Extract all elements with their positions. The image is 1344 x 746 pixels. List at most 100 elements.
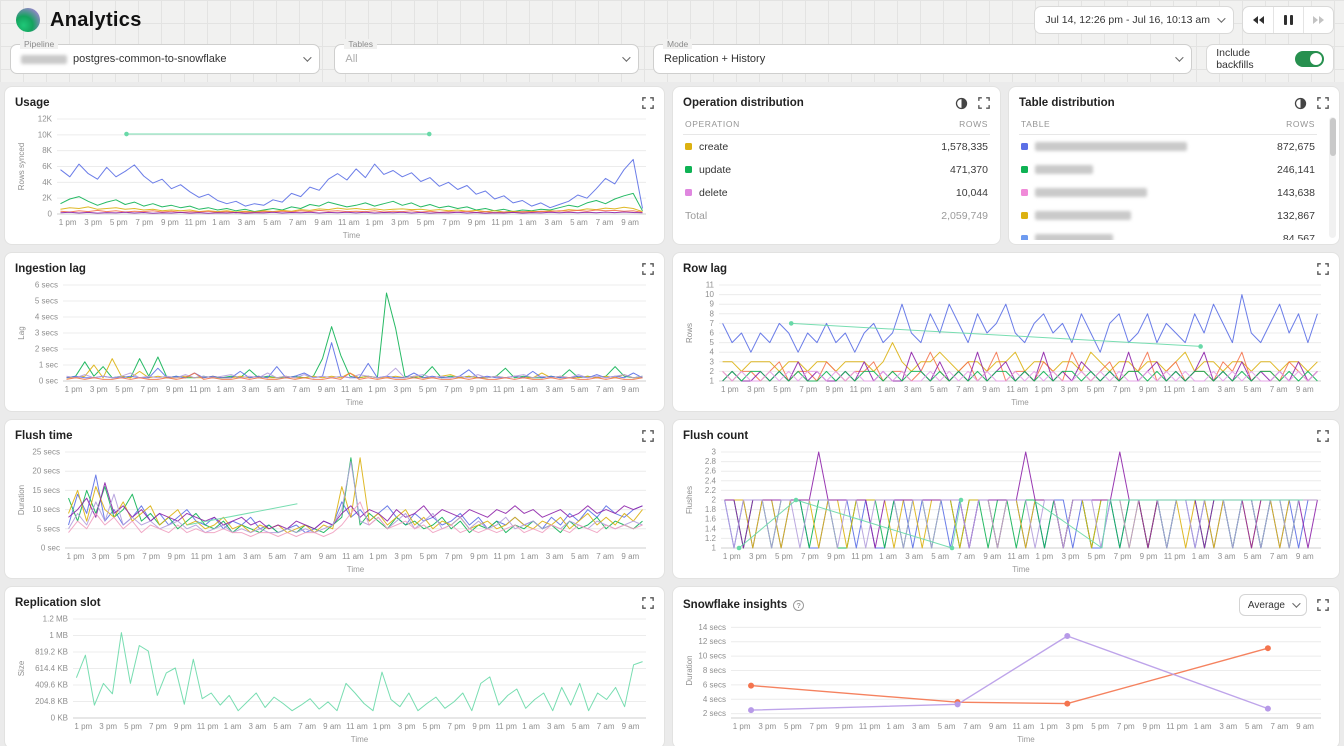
svg-text:1 pm: 1 pm: [373, 722, 391, 731]
usage-chart[interactable]: 0 2K 4K 6K 8K 10K 12K 1 pm 3 pm 5 pm 7 pm 9 pm 11 pm…: [15, 112, 654, 240]
expand-icon[interactable]: [978, 97, 990, 109]
ingestion-lag-chart[interactable]: 0 sec 1 sec 2 secs 3 secs 4 secs 5 secs 6 secs…: [15, 278, 654, 407]
replication-slot-chart[interactable]: 0 KB 204.8 KB 409.6 KB 614.4 KB 819.2 KB 1 MB…: [15, 612, 654, 744]
rewind-icon: [1252, 16, 1258, 24]
svg-text:5 pm: 5 pm: [1087, 385, 1105, 394]
help-icon[interactable]: ?: [793, 599, 805, 611]
svg-text:2K: 2K: [42, 194, 52, 203]
svg-text:Time: Time: [351, 735, 369, 744]
expand-icon[interactable]: [642, 597, 654, 609]
svg-text:4: 4: [710, 348, 715, 357]
svg-text:15 secs: 15 secs: [32, 486, 60, 495]
svg-text:9 pm: 9 pm: [166, 385, 184, 394]
tables-select[interactable]: Tables All: [334, 39, 640, 74]
svg-text:Rows: Rows: [685, 323, 694, 343]
filter-bar: Pipeline postgres-common-to-snowflake Ta…: [0, 39, 1344, 76]
svg-text:6 secs: 6 secs: [35, 281, 58, 290]
svg-text:3 pm: 3 pm: [758, 722, 776, 731]
svg-text:5 pm: 5 pm: [419, 385, 437, 394]
svg-text:0 sec: 0 sec: [39, 377, 58, 386]
svg-text:9 pm: 9 pm: [470, 552, 488, 561]
flush-time-chart[interactable]: 0 sec 5 secs 10 secs 15 secs 20 secs 25 secs 1…: [15, 445, 654, 574]
svg-text:9 am: 9 am: [1296, 722, 1314, 731]
column-header: TABLE: [1021, 119, 1051, 129]
svg-text:14 secs: 14 secs: [698, 623, 726, 632]
expand-icon[interactable]: [642, 97, 654, 109]
svg-text:7 am: 7 am: [596, 218, 614, 227]
svg-text:1 pm: 1 pm: [1035, 552, 1053, 561]
svg-text:7 am: 7 am: [1270, 385, 1288, 394]
panel-title: Snowflake insights: [683, 599, 788, 611]
svg-text:5 am: 5 am: [571, 385, 589, 394]
aggregate-select[interactable]: Average: [1238, 594, 1307, 616]
pause-button[interactable]: [1273, 7, 1303, 33]
svg-text:7 am: 7 am: [1270, 552, 1288, 561]
date-range-picker[interactable]: Jul 14, 12:26 pm - Jul 16, 10:13 am: [1034, 6, 1234, 34]
svg-text:9 pm: 9 pm: [1143, 722, 1161, 731]
svg-text:2.4: 2.4: [705, 476, 717, 485]
redacted-text: [21, 54, 67, 64]
mode-select[interactable]: Mode Replication + History: [653, 39, 1193, 74]
svg-text:7 am: 7 am: [292, 385, 310, 394]
svg-text:5 pm: 5 pm: [423, 722, 441, 731]
svg-text:1 pm: 1 pm: [1040, 722, 1058, 731]
expand-icon[interactable]: [1317, 599, 1329, 611]
pie-chart-icon[interactable]: [1294, 97, 1307, 110]
include-backfills-label: Include backfills: [1216, 47, 1254, 71]
svg-text:9: 9: [710, 300, 715, 309]
svg-text:3 pm: 3 pm: [1066, 722, 1084, 731]
series-color-swatch: [1021, 143, 1028, 150]
pipeline-label: Pipeline: [20, 39, 59, 50]
svg-text:0 KB: 0 KB: [51, 714, 68, 723]
svg-text:1 pm: 1 pm: [369, 552, 387, 561]
svg-text:1 am: 1 am: [879, 552, 897, 561]
expand-icon[interactable]: [1317, 97, 1329, 109]
rewind-button[interactable]: [1243, 7, 1273, 33]
svg-text:7 pm: 7 pm: [149, 722, 167, 731]
svg-text:1 pm: 1 pm: [368, 385, 386, 394]
svg-text:1 pm: 1 pm: [733, 722, 751, 731]
svg-text:1: 1: [710, 377, 715, 386]
svg-text:7 pm: 7 pm: [442, 218, 460, 227]
svg-text:9 am: 9 am: [314, 218, 332, 227]
svg-text:614.4 KB: 614.4 KB: [35, 664, 68, 673]
include-backfills-toggle[interactable]: [1295, 51, 1324, 67]
total-label: Total: [685, 209, 708, 222]
page-title: Analytics: [50, 8, 142, 31]
svg-text:3 am: 3 am: [243, 552, 261, 561]
svg-text:1 am: 1 am: [1194, 722, 1212, 731]
panel-title: Row lag: [683, 263, 728, 275]
svg-text:1 pm: 1 pm: [65, 385, 83, 394]
pipeline-select[interactable]: Pipeline postgres-common-to-snowflake: [10, 39, 321, 74]
pie-chart-icon[interactable]: [955, 97, 968, 110]
expand-icon[interactable]: [1317, 263, 1329, 275]
svg-text:11: 11: [706, 281, 715, 290]
snowflake-insights-chart[interactable]: 2 secs 4 secs 6 secs 8 secs 10 secs 12 secs 14…: [683, 616, 1329, 744]
expand-icon[interactable]: [642, 430, 654, 442]
svg-text:9 am: 9 am: [319, 552, 337, 561]
row-lag-chart[interactable]: 1 2 3 4 5 6 7 8 9 10 11 1 pm 3 pm 5 pm 7 pm 9 pm 11 pm 1 …: [683, 278, 1329, 407]
svg-text:12 secs: 12 secs: [698, 637, 726, 646]
svg-text:11 pm: 11 pm: [185, 218, 207, 227]
tables-table: TABLE ROWS 872,675 246,141 143,638 132,867 8…: [1019, 114, 1329, 240]
svg-text:9 am: 9 am: [1296, 385, 1314, 394]
svg-text:11 am: 11 am: [1013, 722, 1035, 731]
svg-text:3 am: 3 am: [905, 552, 923, 561]
scrollbar-thumb[interactable]: [1329, 118, 1336, 156]
aggregate-value: Average: [1247, 599, 1285, 611]
redacted-text: [1035, 211, 1131, 220]
series-color-swatch: [1021, 235, 1028, 240]
panel-title: Flush count: [683, 430, 749, 442]
svg-text:9 am: 9 am: [318, 385, 336, 394]
fast-forward-button[interactable]: [1303, 7, 1333, 33]
svg-text:Flushes: Flushes: [685, 486, 694, 514]
svg-text:3 am: 3 am: [249, 722, 267, 731]
expand-icon[interactable]: [1317, 430, 1329, 442]
svg-text:10 secs: 10 secs: [32, 505, 60, 514]
svg-text:3 am: 3 am: [912, 722, 930, 731]
svg-text:5 pm: 5 pm: [1091, 722, 1109, 731]
expand-icon[interactable]: [642, 263, 654, 275]
svg-text:10 secs: 10 secs: [698, 652, 726, 661]
flush-count-chart[interactable]: 1 1.2 1.4 1.6 1.8 2 2.2 2.4 2.6 2.8 3 1 pm 3 pm 5 pm 7…: [683, 445, 1329, 574]
svg-text:7 pm: 7 pm: [810, 722, 828, 731]
